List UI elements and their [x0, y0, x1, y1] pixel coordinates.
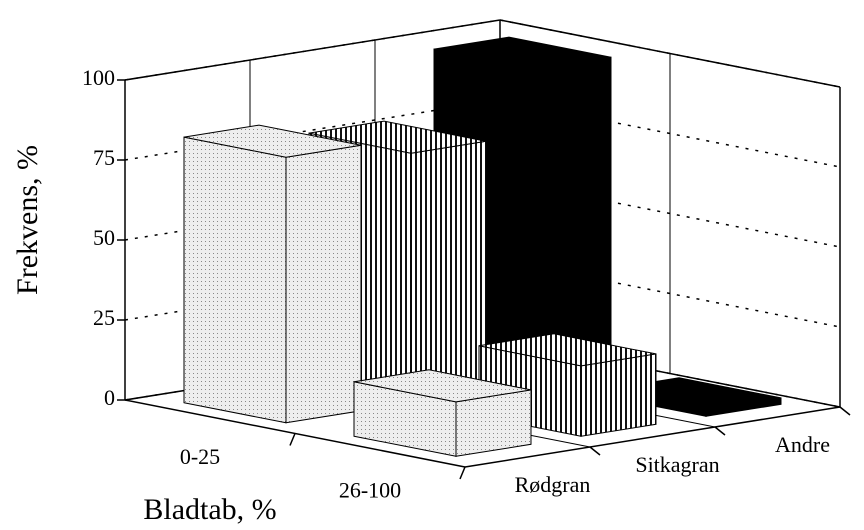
x-tick-label: 26-100 [339, 477, 401, 502]
axis-line [124, 19, 501, 81]
bar [478, 333, 657, 437]
bar-top [183, 124, 362, 158]
z-tick [714, 426, 726, 436]
x-tick [289, 433, 296, 446]
x-axis-title: Bladtab, % [143, 493, 276, 526]
z-tick [589, 446, 601, 456]
series-label: Rødgran [515, 472, 591, 497]
y-tick-label: 25 [93, 305, 115, 330]
bar-front [285, 144, 362, 424]
x-tick [459, 466, 466, 480]
grid-line [124, 19, 841, 88]
z-tick [839, 406, 851, 416]
bar-front [410, 140, 487, 404]
grid-line [124, 259, 841, 328]
series-label: Andre [775, 432, 830, 457]
y-tick-label: 0 [104, 385, 115, 410]
y-axis-title: Frekvens, % [11, 145, 44, 295]
y-tick-label: 50 [93, 225, 115, 250]
bar-top [308, 120, 487, 154]
bar-top [433, 36, 612, 70]
bar-top [353, 369, 532, 403]
grid-line [124, 99, 841, 168]
bar-side [183, 136, 287, 424]
bar-front [535, 56, 612, 384]
grid-line [124, 179, 841, 248]
y-tick-label: 75 [93, 145, 115, 170]
grid-line [124, 339, 841, 408]
axis-line [464, 406, 841, 468]
series-label: Sitkagran [635, 452, 719, 477]
bar-front [580, 353, 657, 437]
bar [183, 124, 362, 424]
x-tick-label: 0-25 [180, 444, 220, 469]
y-tick-label: 100 [82, 65, 115, 90]
bar [353, 369, 532, 457]
bar-top [478, 333, 657, 367]
